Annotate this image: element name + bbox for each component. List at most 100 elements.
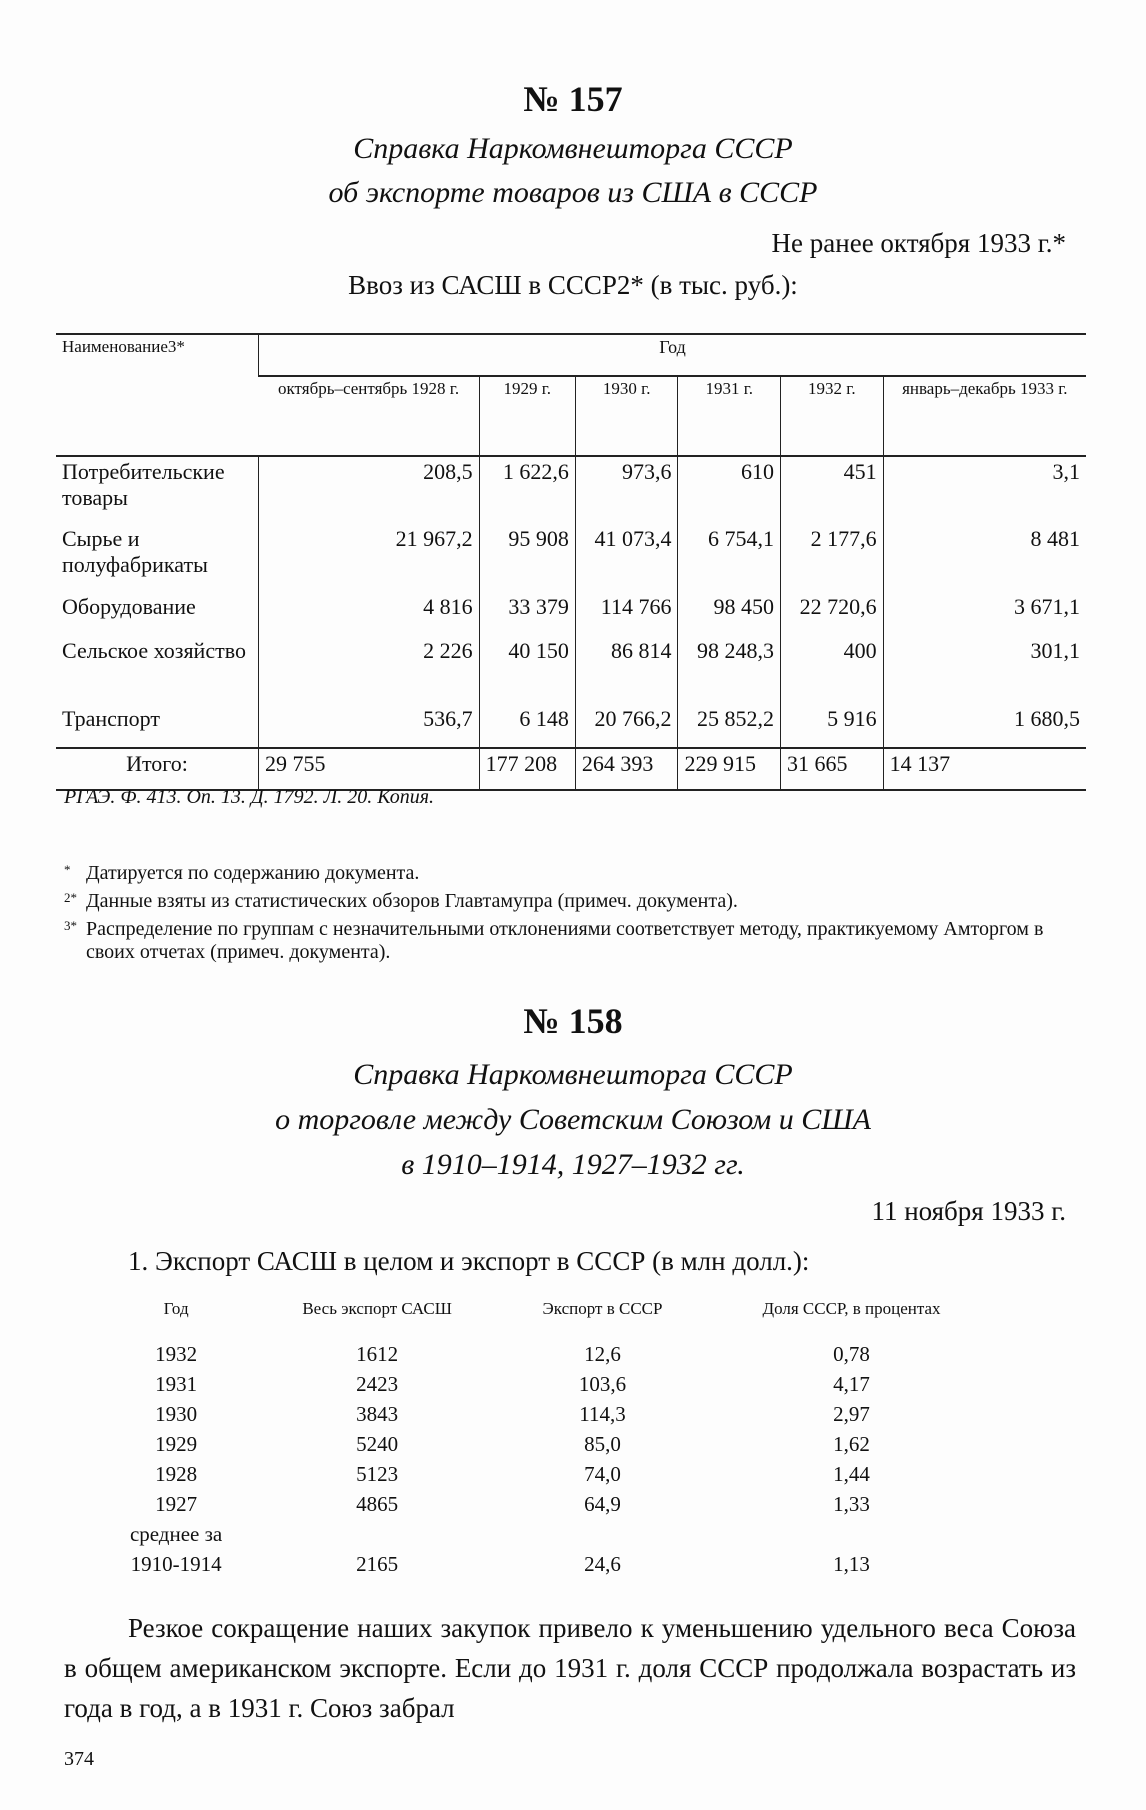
column-header: 1932 г. — [780, 376, 884, 456]
table-row: Оборудование 4 816 33 379 114 766 98 450 22 7… — [56, 592, 1086, 636]
cell: 33 379 — [478, 592, 576, 636]
cell: 2 226 — [258, 636, 480, 704]
table-row: Сырье и полуфабрикаты 21 967,2 95 908 41 07… — [56, 524, 1086, 592]
table-row: 1927 4865 64,9 1,33 — [100, 1489, 1000, 1519]
cell: 208,5 — [258, 456, 480, 524]
cell: 4 816 — [258, 592, 480, 636]
document-number: № 158 — [523, 1001, 623, 1041]
table-row: 1931 2423 103,6 4,17 — [100, 1369, 1000, 1399]
footnote: 2* Данные взяты из статистических обзоров… — [64, 890, 1076, 913]
document-title: Справка Наркомвнешторга СССР — [353, 1058, 793, 1091]
cell: 64,9 — [584, 1491, 621, 1516]
column-header: 1930 г. — [574, 376, 678, 456]
cell: 1 680,5 — [882, 704, 1086, 748]
cell: 103,6 — [578, 1371, 627, 1396]
footnote-mark: * — [64, 862, 71, 877]
column-header: Весь экспорт САСШ — [302, 1299, 452, 1318]
cell: 86 814 — [574, 636, 678, 704]
document-date: Не ранее октября 1933 г.* — [771, 228, 1066, 258]
cell: 301,1 — [882, 636, 1086, 704]
cell: 25 852,2 — [677, 704, 781, 748]
cell: 3 671,1 — [882, 592, 1086, 636]
cell: 6 148 — [478, 704, 576, 748]
cell: 1932 — [155, 1341, 198, 1366]
cell: 0,78 — [833, 1341, 870, 1366]
column-header: 1931 г. — [677, 376, 781, 456]
cell: 24,6 — [584, 1551, 621, 1576]
cell: 12,6 — [584, 1341, 621, 1366]
cell: 1 622,6 — [478, 456, 576, 524]
column-header: 1929 г. — [478, 376, 576, 456]
cell: 8 481 — [882, 524, 1086, 592]
cell: 1928 — [155, 1461, 198, 1486]
footnote-text: Датируется по содержанию документа. — [86, 862, 420, 884]
archive-source: РГАЭ. Ф. 413. Оп. 13. Д. 1792. Л. 20. Ко… — [64, 786, 435, 808]
table-row: Сельское хозяйство 2 226 40 150 86 814 98 24… — [56, 636, 1086, 704]
total-cell: 14 137 — [882, 748, 1086, 790]
column-header: Доля СССР, в процентах — [762, 1299, 941, 1318]
total-cell: 29 755 — [258, 748, 480, 790]
row-name: Транспорт — [62, 706, 161, 731]
column-header: октябрь–сентябрь 1928 г. — [278, 379, 460, 398]
document-title: об экспорте товаров из США в СССР — [328, 176, 818, 209]
cell: 41 073,4 — [574, 524, 678, 592]
cell: 400 — [780, 636, 884, 704]
document-date: 11 ноября 1933 г. — [871, 1196, 1066, 1226]
cell: 973,6 — [574, 456, 678, 524]
cell: 85,0 — [584, 1431, 621, 1456]
row-name: Потребительские товары — [62, 459, 225, 510]
page-number: 374 — [64, 1748, 94, 1770]
body-paragraph: Резкое сокращение наших закупок привело … — [64, 1613, 1076, 1723]
document-number: № 157 — [523, 79, 623, 119]
column-header: Экспорт в СССР — [542, 1299, 663, 1318]
footnote-text: Распределение по группам с незначительны… — [86, 918, 1044, 963]
avg-label: среднее за — [129, 1521, 223, 1546]
cell: 2423 — [356, 1371, 399, 1396]
cell: 5123 — [356, 1461, 399, 1486]
cell: 2165 — [356, 1551, 399, 1576]
section-heading: 1. Экспорт САСШ в целом и экспорт в СССР… — [128, 1246, 810, 1276]
table-row: Транспорт 536,7 6 148 20 766,2 25 852,2 5 916… — [56, 704, 1086, 748]
table-row: 1910-1914 2165 24,6 1,13 — [100, 1549, 1000, 1579]
cell: 5240 — [356, 1431, 399, 1456]
total-cell: 264 393 — [574, 748, 678, 790]
cell: 21 967,2 — [258, 524, 480, 592]
table-row: 1928 5123 74,0 1,44 — [100, 1459, 1000, 1489]
cell: 114 766 — [574, 592, 678, 636]
cell: 22 720,6 — [780, 592, 884, 636]
cell: 1612 — [356, 1341, 399, 1366]
cell: 1931 — [155, 1371, 198, 1396]
document-title: в 1910–1914, 1927–1932 гг. — [401, 1148, 745, 1181]
footnote: * Датируется по содержанию документа. — [64, 862, 1076, 885]
column-header: январь–декабрь 1933 г. — [882, 376, 1086, 456]
cell: 1910-1914 — [130, 1551, 222, 1576]
cell: 1,44 — [833, 1461, 870, 1486]
total-label: Итого: — [126, 751, 188, 776]
cell: 5 916 — [780, 704, 884, 748]
cell: 451 — [780, 456, 884, 524]
cell: 4865 — [356, 1491, 399, 1516]
cell: 1,13 — [833, 1551, 870, 1576]
total-cell: 229 915 — [677, 748, 781, 790]
cell: 2 177,6 — [780, 524, 884, 592]
cell: 2,97 — [833, 1401, 870, 1426]
cell: 40 150 — [478, 636, 576, 704]
cell: 95 908 — [478, 524, 576, 592]
export-table: Год Весь экспорт САСШ Экспорт в СССР Доля С… — [100, 1298, 1000, 1579]
footnote-mark: 3* — [64, 918, 77, 933]
year-header: Год — [258, 334, 1086, 377]
name-header: Наименование3* — [62, 337, 185, 356]
cell: 3843 — [356, 1401, 399, 1426]
cell: 74,0 — [584, 1461, 621, 1486]
table-row: 1929 5240 85,0 1,62 — [100, 1429, 1000, 1459]
cell: 98 248,3 — [677, 636, 781, 704]
cell: 1929 — [155, 1431, 198, 1456]
table-row: Потребительские товары 208,5 1 622,6 973,6 6… — [56, 456, 1086, 524]
total-cell: 177 208 — [478, 748, 576, 790]
cell: 20 766,2 — [574, 704, 678, 748]
row-name: Сельское хозяйство — [62, 638, 246, 663]
import-table: Наименование3* Год октябрь–сентябрь 1928… — [56, 333, 1086, 791]
total-cell: 31 665 — [780, 748, 884, 790]
footnote: 3* Распределение по группам с незначитель… — [64, 918, 1076, 964]
